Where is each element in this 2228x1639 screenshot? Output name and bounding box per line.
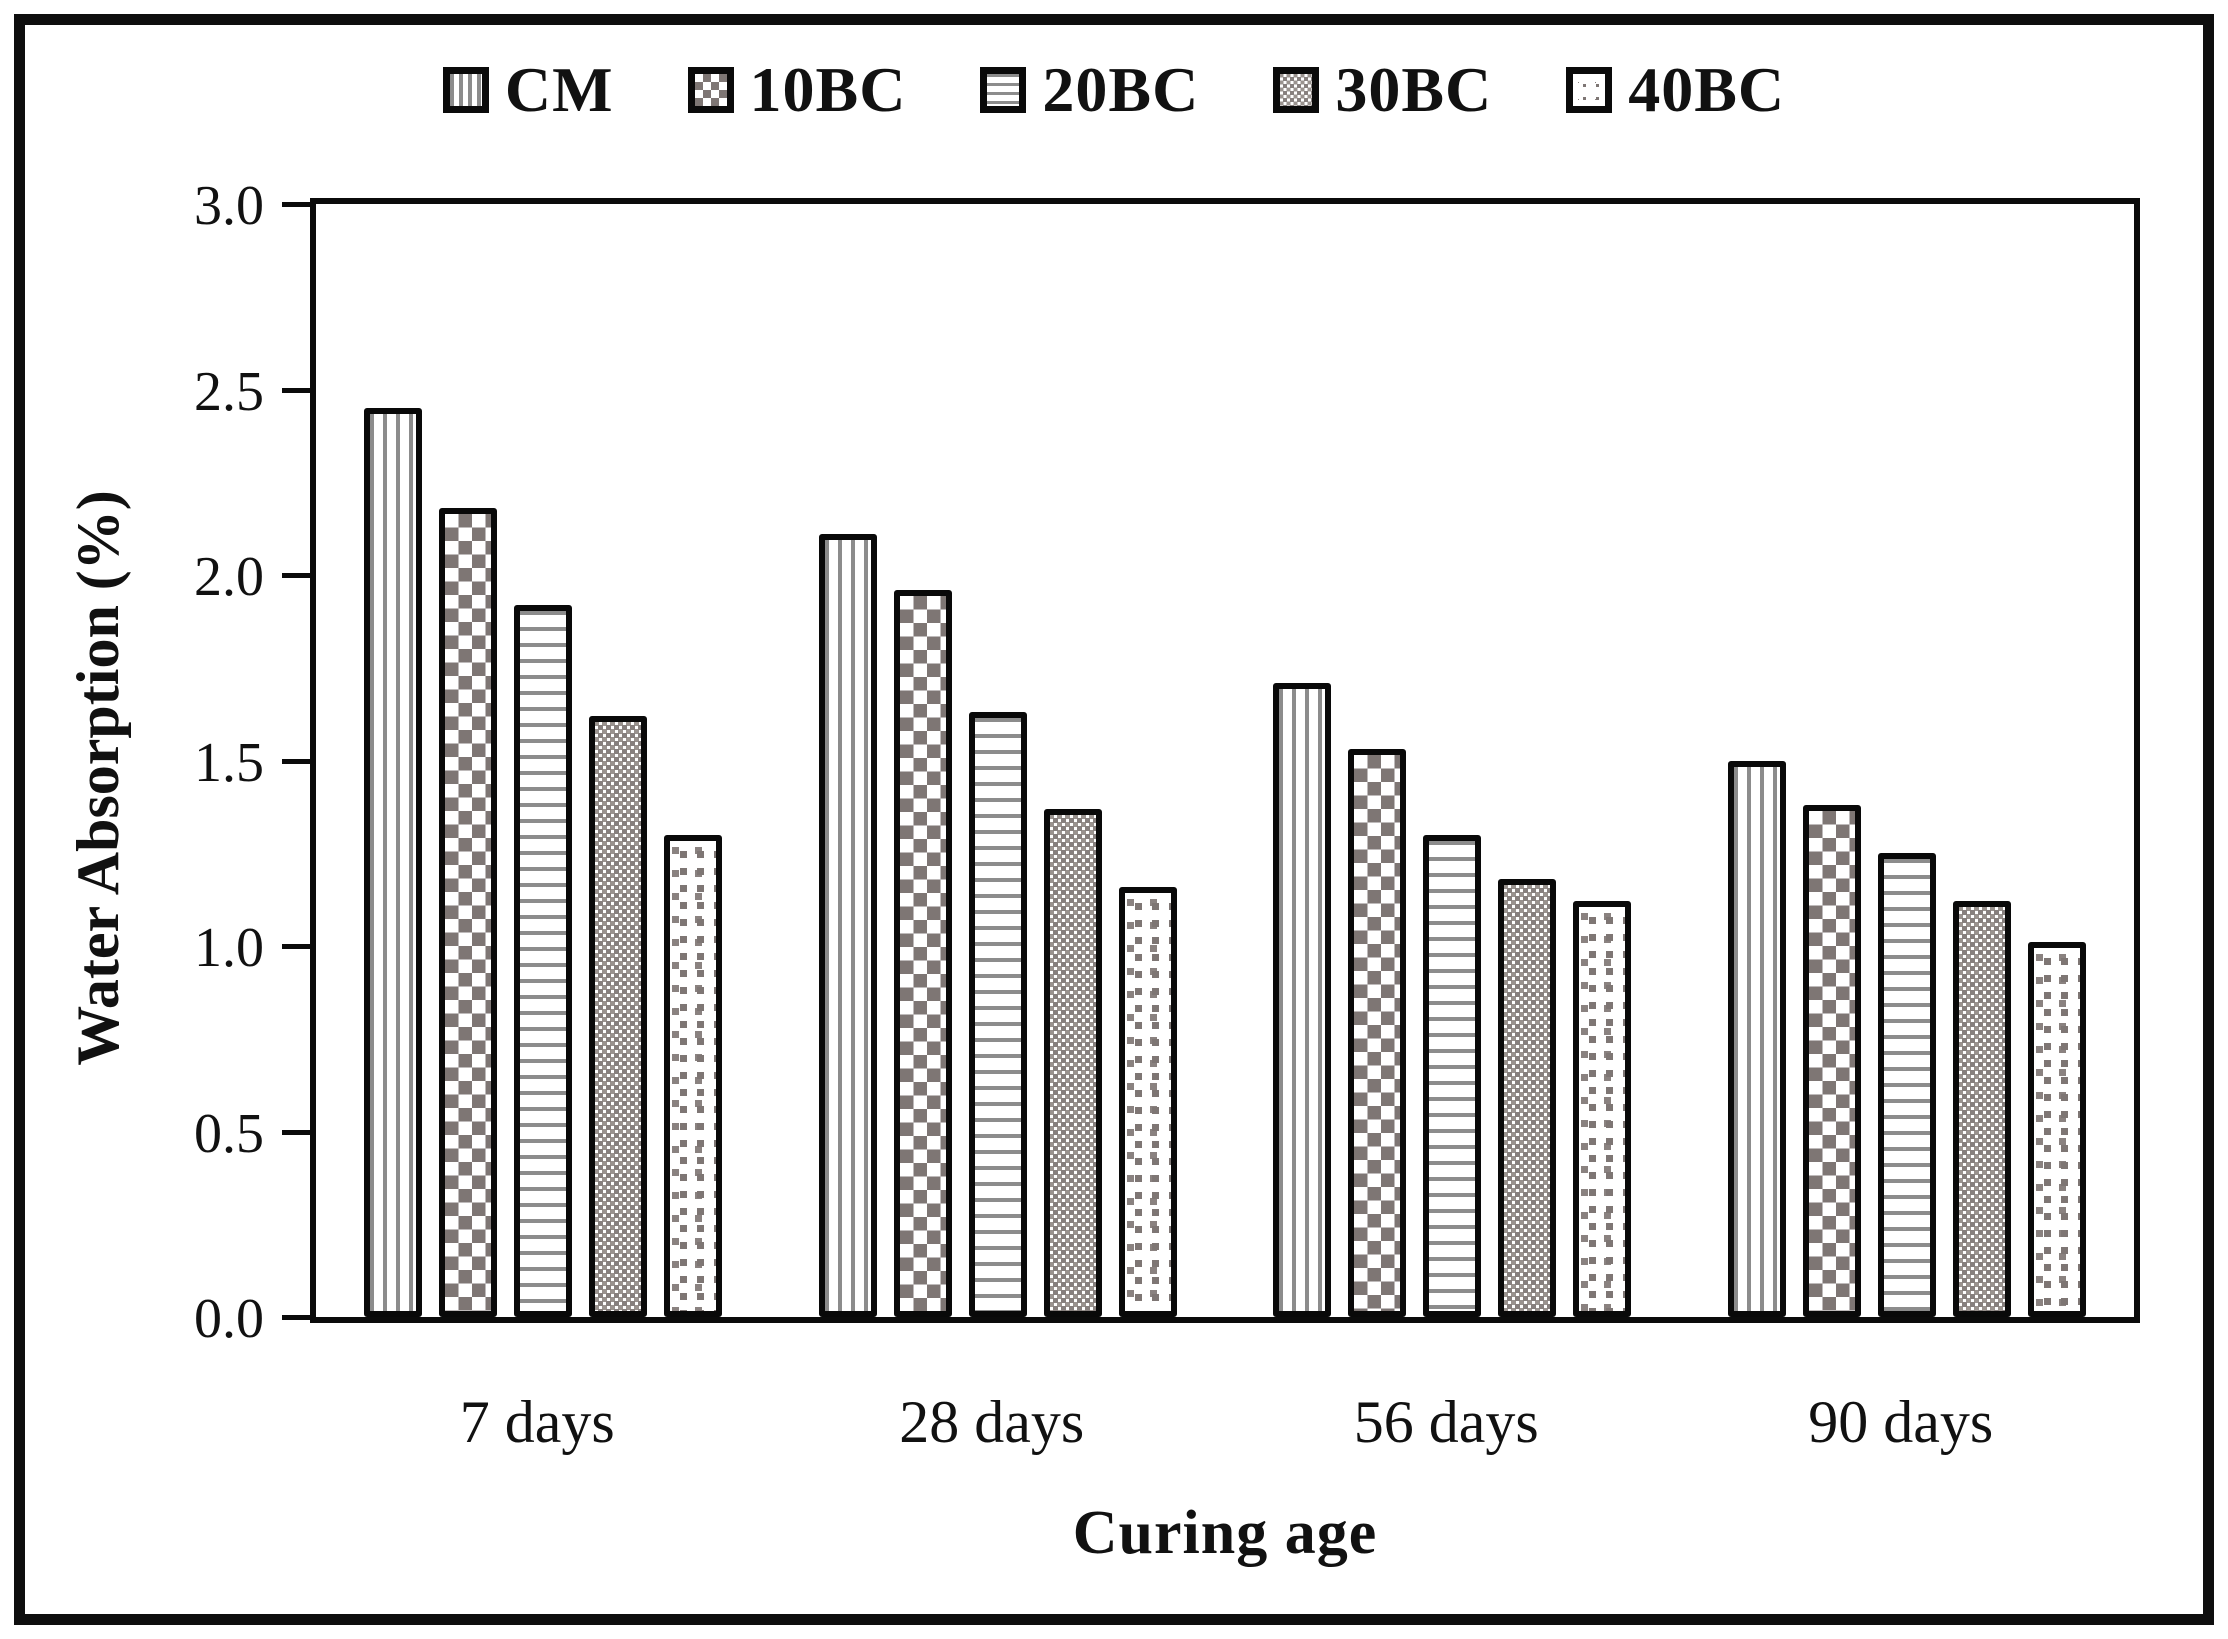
legend-label: 30BC	[1335, 54, 1493, 125]
legend-item-40BC: 40BC	[1566, 58, 1785, 122]
bar-30BC-7-days	[589, 715, 648, 1317]
legend-item-20BC: 20BC	[980, 58, 1199, 122]
y-axis-tick	[282, 1315, 310, 1320]
y-axis-tick-label: 1.0	[194, 917, 264, 979]
bar-30BC-28-days	[1043, 808, 1102, 1317]
bar-10BC-56-days	[1348, 749, 1407, 1317]
bar-10BC-7-days	[439, 508, 498, 1317]
legend-swatch-fine-dot-grid-icon	[1273, 67, 1320, 113]
y-axis-tick-label: 0.0	[194, 1288, 264, 1350]
y-axis-tick-label: 3.0	[194, 175, 264, 237]
y-axis-tick	[282, 387, 310, 393]
y-axis-tick-label: 1.5	[194, 731, 264, 794]
y-axis-tick	[282, 573, 310, 578]
figure-border	[14, 14, 2214, 1625]
bar-20BC-56-days	[1423, 834, 1482, 1317]
y-axis-tick	[282, 202, 310, 207]
x-axis-category-label: 56 days	[1353, 1389, 1539, 1455]
legend-swatch-vertical-stripes-icon	[442, 67, 489, 113]
x-axis-title: Curing age	[1072, 1499, 1378, 1567]
y-axis-tick-label: 2.0	[194, 546, 264, 608]
legend-swatch-checkerboard-icon	[687, 67, 734, 113]
y-axis-tick-label: 0.5	[194, 1102, 264, 1165]
plot-area: 3.0 2.5 2.0 1.5 1.0 0.5 0.0	[194, 178, 2140, 1347]
bar-40BC-90-days	[2027, 942, 2086, 1317]
bar-10BC-28-days	[893, 589, 952, 1317]
y-axis-tick	[282, 1129, 310, 1135]
legend-swatch-horizontal-stripes-icon	[980, 67, 1027, 113]
x-axis-category-label: 28 days	[899, 1389, 1085, 1455]
legend-item-30BC: 30BC	[1273, 58, 1492, 122]
bar-30BC-56-days	[1498, 879, 1557, 1317]
y-axis-tick	[282, 758, 310, 764]
y-axis-tick	[282, 944, 310, 949]
bar-20BC-28-days	[968, 712, 1027, 1317]
legend-item-10BC: 10BC	[687, 54, 907, 125]
bar-CM-7-days	[364, 408, 423, 1317]
bar-CM-28-days	[818, 534, 877, 1317]
bar-CM-90-days	[1727, 760, 1786, 1317]
bar-40BC-56-days	[1573, 901, 1632, 1317]
bar-CM-56-days	[1273, 682, 1332, 1317]
legend-label: 20BC	[1042, 54, 1200, 125]
chart-legend: CM 10BC 20BC 30BC 40BC	[0, 58, 2228, 122]
y-axis-tick-label: 2.5	[194, 360, 264, 423]
bar-40BC-7-days	[664, 834, 723, 1317]
legend-swatch-scattered-squares-icon	[1566, 67, 1613, 113]
bar-30BC-90-days	[1952, 901, 2011, 1317]
bar-20BC-90-days	[1877, 853, 1936, 1317]
legend-label: CM	[504, 54, 614, 125]
legend-label: 40BC	[1628, 54, 1786, 125]
x-axis-category-label: 7 days	[459, 1389, 615, 1455]
bar-40BC-28-days	[1118, 886, 1177, 1317]
bar-20BC-7-days	[514, 604, 573, 1317]
bar-10BC-90-days	[1802, 805, 1861, 1317]
legend-label: 10BC	[749, 54, 907, 125]
legend-item-CM: CM	[442, 54, 614, 125]
x-axis-category-label: 90 days	[1808, 1389, 1994, 1455]
